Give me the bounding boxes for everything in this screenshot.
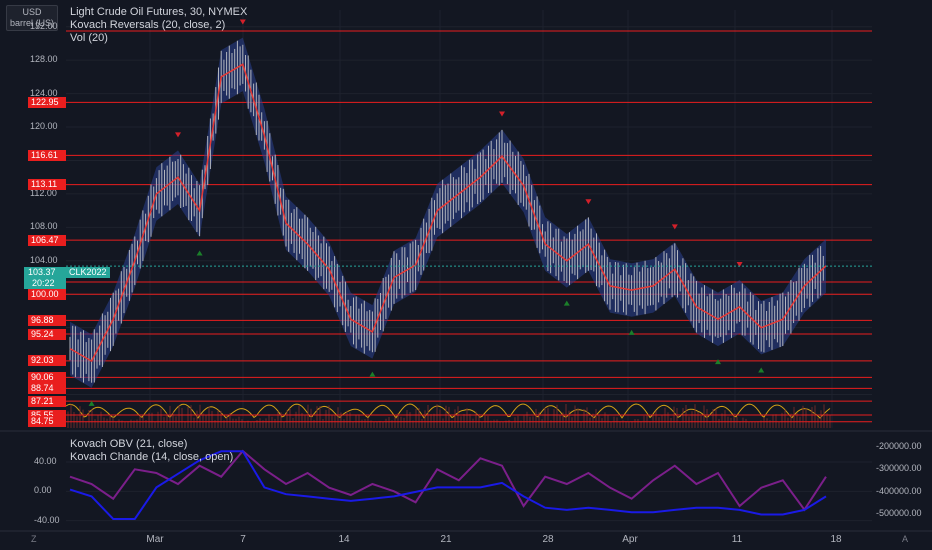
symbol-title[interactable]: Light Crude Oil Futures, 30, NYMEX [70, 6, 248, 18]
price-tick-label: 128.00 [30, 54, 58, 65]
price-tick-label: 132.00 [30, 20, 58, 31]
sell-marker [175, 132, 181, 138]
time-tick-label: 21 [440, 534, 452, 545]
level-price-tag: 96.88 [28, 314, 66, 326]
level-price-tag: 100.00 [28, 288, 66, 300]
chande-tick-label: 40.00 [34, 456, 57, 466]
obv-tick-label: -500000.00 [876, 508, 922, 519]
obv-tick-label: -200000.00 [876, 440, 922, 451]
buy-marker [196, 250, 203, 256]
buy-marker [628, 329, 635, 335]
level-price-tag: 113.11 [28, 179, 66, 191]
price-tick-label: 120.00 [30, 121, 58, 132]
price-tick-label: 104.00 [30, 254, 58, 265]
buy-marker [563, 300, 570, 306]
reversal-line [69, 63, 827, 363]
buy-marker [715, 359, 721, 365]
level-price-tag: 88.74 [28, 382, 66, 394]
indicator-kovach-obv[interactable]: Kovach OBV (21, close) [70, 438, 188, 450]
obv-line [69, 450, 827, 520]
level-price-tag: 95.24 [28, 328, 66, 340]
level-price-tag: 84.75 [28, 416, 66, 428]
level-price-tag: 90.06 [28, 371, 66, 383]
last-price-badge: 103.37 [24, 267, 66, 278]
time-tick-label: 18 [830, 534, 842, 545]
currency-label: USD [22, 7, 42, 17]
volume-oscillator-line [65, 403, 831, 419]
obv-tick-label: -400000.00 [876, 485, 922, 496]
level-price-tag: 116.61 [28, 149, 66, 161]
time-tick-label: Apr [622, 534, 638, 545]
price-tick-label: 108.00 [30, 221, 58, 232]
countdown-badge: 20:22 [24, 278, 66, 289]
unit-label: barrel (US) [9, 18, 54, 28]
sell-marker [585, 199, 592, 205]
buy-marker [758, 367, 765, 373]
price-tick-label: 112.00 [30, 187, 57, 198]
sell-marker [671, 224, 678, 230]
indicator-kovach-chande[interactable]: Kovach Chande (14, close, open) [70, 451, 234, 463]
chande-tick-label: 0.00 [34, 485, 52, 496]
price-tick-label: 124.00 [30, 87, 58, 98]
chande-line [69, 449, 827, 512]
log-scale-toggle[interactable]: Z [31, 534, 37, 544]
sell-marker [736, 261, 743, 267]
sell-marker [239, 19, 246, 25]
indicator-volume[interactable]: Vol (20) [70, 32, 108, 44]
sell-marker [499, 111, 505, 117]
level-price-tag: 122.95 [28, 96, 66, 108]
time-tick-label: Mar [146, 534, 164, 545]
buy-marker [88, 400, 95, 406]
level-price-tag: 106.47 [28, 234, 66, 246]
auto-scale-toggle[interactable]: A [902, 534, 909, 544]
time-tick-label: 14 [338, 534, 350, 545]
level-price-tag: 85.55 [28, 409, 66, 421]
indicator-kovach-reversals[interactable]: Kovach Reversals (20, close, 2) [70, 19, 226, 31]
level-price-tag: 87.21 [28, 395, 66, 407]
level-price-tag: 92.03 [28, 355, 66, 367]
time-tick-label: 7 [240, 534, 246, 545]
obv-tick-label: -300000.00 [876, 463, 922, 474]
chande-tick-label: -40.00 [34, 514, 60, 525]
time-tick-label: 28 [542, 534, 554, 545]
unit-selector[interactable]: USD barrel (US) [6, 5, 58, 31]
time-tick-label: 11 [731, 534, 743, 545]
buy-marker [369, 371, 376, 377]
symbol-badge: CLK2022 [66, 267, 110, 278]
